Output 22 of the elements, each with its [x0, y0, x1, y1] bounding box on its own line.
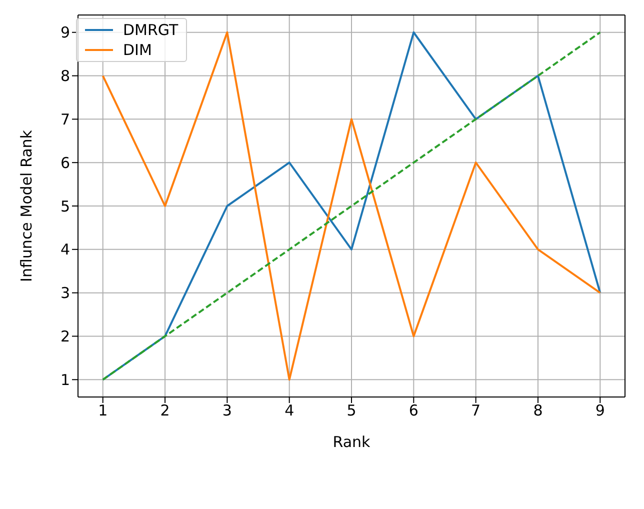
x-tick-label: 5 [346, 402, 356, 420]
legend-label: DMRGT [123, 21, 178, 39]
x-axis-title: Rank [332, 433, 371, 451]
y-tick-label: 3 [60, 284, 70, 302]
y-tick-label: 2 [60, 328, 70, 346]
y-tick-label: 9 [60, 24, 70, 42]
x-tick-label: 6 [408, 402, 418, 420]
y-tick-label: 5 [60, 197, 70, 216]
x-tick-label: 2 [160, 402, 170, 420]
x-tick-label: 3 [222, 402, 232, 420]
x-tick-label: 7 [471, 402, 481, 420]
y-axis-title: Influnce Model Rank [17, 130, 36, 282]
x-tick-label: 8 [533, 402, 543, 420]
y-tick-label: 4 [60, 240, 70, 259]
y-tick-label: 8 [60, 67, 70, 86]
y-tick-label: 1 [60, 370, 70, 389]
x-tick-label: 9 [595, 402, 605, 420]
y-tick-label: 7 [60, 110, 70, 129]
y-tick-label: 6 [60, 154, 70, 172]
x-tick-label: 1 [98, 402, 108, 420]
legend-label: DIM [123, 41, 152, 59]
x-tick-label: 4 [284, 402, 294, 420]
